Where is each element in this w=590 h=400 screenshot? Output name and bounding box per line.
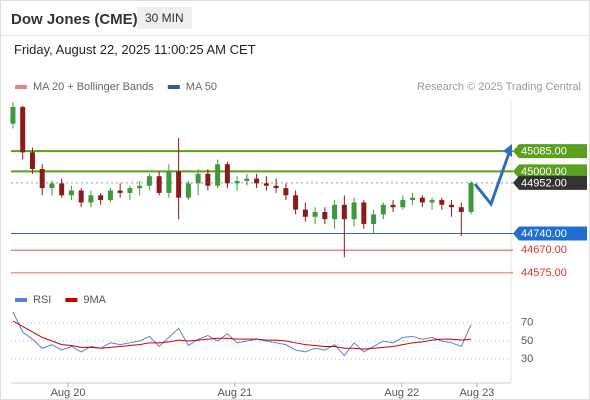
x-tick-label: Aug 20 [51,387,86,399]
candle-body [195,173,201,184]
candle-body [20,106,26,153]
candle-body [88,195,94,203]
interval-badge[interactable]: 30 MIN [137,7,192,29]
candle-body [10,106,16,124]
candle-body [29,152,35,170]
x-tick-label: Aug 23 [459,387,494,399]
candle-body [361,202,367,224]
candle-body [351,202,357,220]
legend-label: 9MA [83,294,106,306]
forecast-arrow [473,152,511,208]
level-label: 45000.00 [521,166,567,178]
candle-body [117,190,123,193]
candle-body [244,178,250,181]
candle-body [156,176,162,193]
candle-body [449,204,455,208]
candle-body [107,190,113,201]
candle-body [234,180,240,184]
candle-body [254,178,260,184]
candle-body [59,183,65,196]
level-tag [513,226,587,241]
candle-body [468,182,474,212]
candle-body [458,207,464,212]
candle-body [283,188,289,196]
candle-body [166,171,172,193]
credit: Research © 2025 Trading Central [417,81,581,93]
y-tick-label: 50 [521,335,533,347]
candle-body [205,173,211,186]
x-tick-label: Aug 21 [217,387,252,399]
legend-label: MA 20 + Bollinger Bands [33,81,154,93]
candle-body [429,200,435,203]
candle-body [185,183,191,198]
candle-body [371,214,377,224]
legend-swatch [65,298,78,302]
candle-body [312,212,318,217]
candle-body [215,164,221,186]
legend-label: MA 50 [186,81,217,93]
candle-body [68,190,74,196]
legend-swatch [167,85,180,89]
header: Dow Jones (CME) 30 MIN [1,1,589,36]
candle-body [380,204,386,215]
legend-swatch [15,85,27,89]
candle-body [400,200,406,208]
candle-body [341,204,347,220]
candle-body [273,185,279,189]
level-label: 44740.00 [521,228,567,240]
candle-body [302,209,308,217]
y-tick-label: 70 [521,317,533,329]
candle-body [146,176,152,186]
candle-body [98,195,104,201]
level-tag [513,164,587,179]
y-tick-label: 30 [521,353,533,365]
series-line [12,311,472,357]
candle-body [293,195,299,210]
level-label: 44952.00 [521,177,567,189]
candle-body [439,200,445,205]
level-label: 45085.00 [521,146,567,158]
title: Dow Jones (CME) [11,11,138,28]
candle-body [224,164,230,184]
x-tick-label: Aug 22 [384,387,419,399]
candle-body [322,212,328,220]
candle-body [419,197,425,203]
legend-swatch [15,298,27,302]
candle-body [410,197,416,201]
forecast-arrowhead [503,144,512,157]
candle-body [332,204,338,220]
candle-body [127,188,133,193]
candle-body [176,171,182,198]
legend-label: RSI [33,294,51,306]
level-tag [513,144,587,159]
level-tag [513,175,587,190]
candle-body [137,185,143,189]
level-label: 44575.00 [521,267,567,279]
series-line [12,320,472,350]
candle-body [390,204,396,208]
datetime: Friday, August 22, 2025 11:00:25 AM CET [14,42,256,57]
candle-body [39,169,45,189]
candle-body [263,183,269,186]
candle-body [49,183,55,189]
candle-body [78,190,84,203]
level-label: 44670.00 [521,244,567,256]
